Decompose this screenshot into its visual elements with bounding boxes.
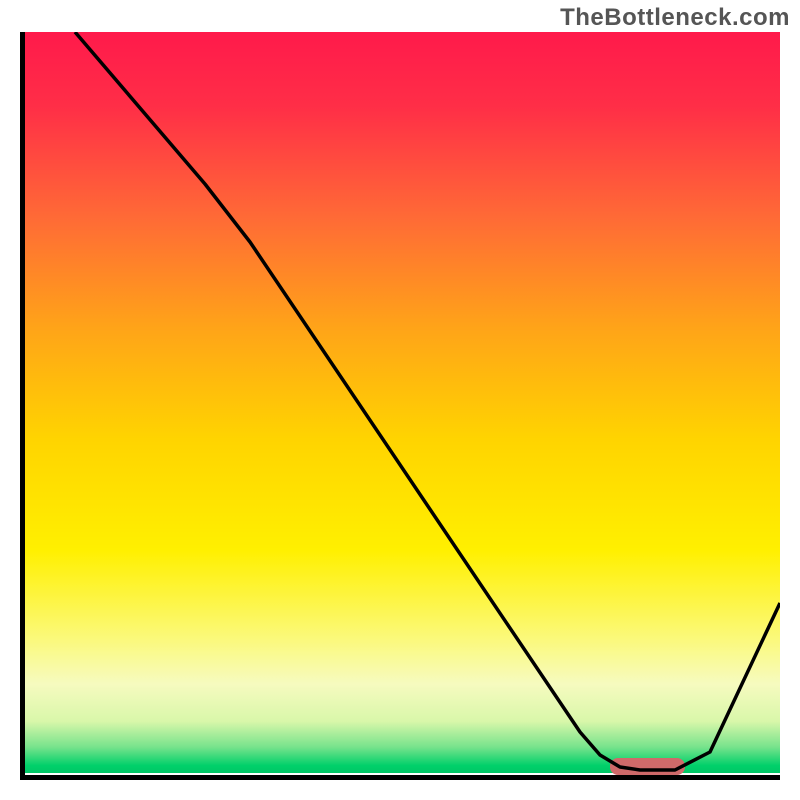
bottleneck-curve-plot	[20, 32, 780, 780]
chart-svg	[20, 32, 780, 780]
chart-container: TheBottleneck.com	[0, 0, 800, 800]
watermark-text: TheBottleneck.com	[560, 4, 790, 32]
gradient-background	[20, 32, 780, 773]
